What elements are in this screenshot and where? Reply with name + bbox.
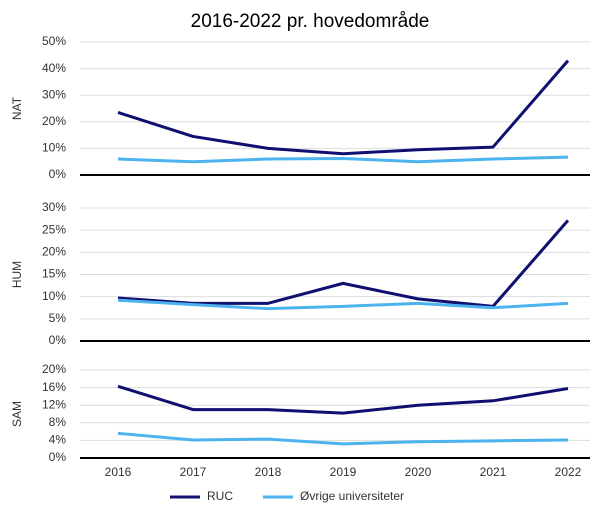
- y-tick-label: 12%: [42, 397, 66, 411]
- y-tick-label: 0%: [49, 167, 67, 181]
- y-tick-label: 30%: [42, 200, 66, 214]
- y-tick-label: 0%: [49, 450, 67, 464]
- chart-title: 2016-2022 pr. hovedområde: [191, 11, 430, 32]
- y-tick-label: 40%: [42, 61, 66, 75]
- series-line: [117, 59, 570, 156]
- y-axis-label: NAT: [10, 96, 24, 120]
- series-line: [117, 219, 570, 308]
- x-tick-label: 2019: [330, 465, 357, 479]
- series-line: [117, 384, 569, 415]
- y-axis-label: HUM: [10, 261, 24, 288]
- y-tick-label: 16%: [42, 380, 66, 394]
- series-line: [117, 298, 569, 311]
- y-tick-label: 20%: [42, 245, 66, 259]
- legend-label: Øvrige universiteter: [300, 489, 404, 503]
- legend-label: RUC: [207, 489, 233, 503]
- y-tick-label: 5%: [49, 311, 67, 325]
- y-tick-label: 10%: [42, 141, 66, 155]
- y-tick-label: 25%: [42, 222, 66, 236]
- y-tick-label: 50%: [42, 34, 66, 48]
- x-tick-label: 2018: [255, 465, 282, 479]
- x-tick-label: 2021: [480, 465, 507, 479]
- y-axis-label: SAM: [10, 401, 24, 427]
- series-line: [117, 431, 569, 446]
- y-tick-label: 20%: [42, 362, 66, 376]
- y-tick-label: 30%: [42, 87, 66, 101]
- y-tick-label: 0%: [49, 333, 67, 347]
- x-tick-label: 2016: [105, 465, 132, 479]
- y-tick-label: 10%: [42, 289, 66, 303]
- series-line: [117, 155, 569, 164]
- y-tick-label: 4%: [49, 433, 67, 447]
- y-tick-label: 20%: [42, 114, 66, 128]
- x-tick-label: 2022: [555, 465, 582, 479]
- x-tick-label: 2020: [405, 465, 432, 479]
- y-tick-label: 8%: [49, 415, 67, 429]
- x-tick-label: 2017: [180, 465, 207, 479]
- y-tick-label: 15%: [42, 267, 66, 281]
